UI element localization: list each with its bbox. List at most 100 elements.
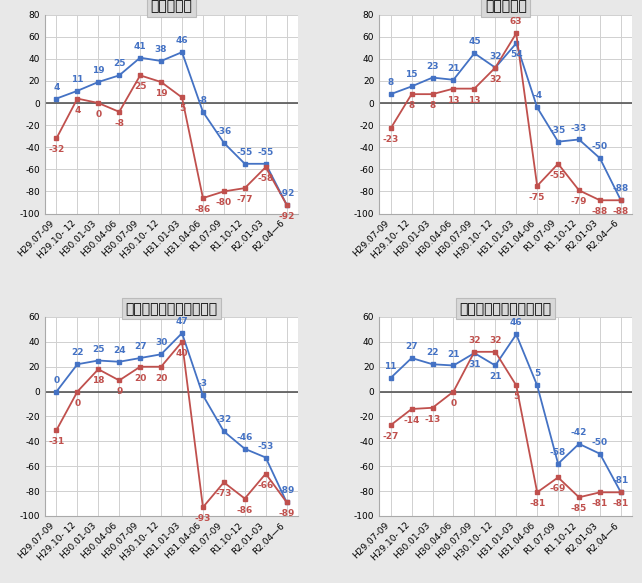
Text: -50: -50 [592, 142, 608, 152]
Text: -32: -32 [48, 145, 65, 154]
Text: 5: 5 [179, 104, 185, 114]
Text: 25: 25 [92, 345, 105, 353]
Text: -3: -3 [198, 380, 208, 388]
Text: -50: -50 [592, 438, 608, 447]
Text: -92: -92 [279, 189, 295, 198]
Text: -86: -86 [195, 205, 211, 214]
Text: 40: 40 [176, 349, 188, 358]
Text: -81: -81 [612, 476, 629, 486]
Text: 21: 21 [447, 64, 460, 73]
Text: -81: -81 [529, 499, 545, 508]
Text: -35: -35 [550, 126, 566, 135]
Text: 13: 13 [468, 96, 481, 104]
Text: 32: 32 [468, 336, 481, 345]
Text: 5: 5 [534, 370, 541, 378]
Text: 41: 41 [134, 42, 146, 51]
Text: 21: 21 [447, 350, 460, 359]
Text: 32: 32 [489, 75, 501, 83]
Text: 24: 24 [113, 346, 126, 355]
Text: 63: 63 [510, 17, 523, 26]
Text: -23: -23 [383, 135, 399, 145]
Text: -46: -46 [237, 433, 253, 442]
Text: -27: -27 [383, 432, 399, 441]
Text: -88: -88 [612, 184, 629, 194]
Text: -55: -55 [550, 171, 566, 180]
Text: -92: -92 [279, 212, 295, 220]
Text: -79: -79 [571, 197, 587, 206]
Text: 27: 27 [405, 342, 418, 351]
Title: 総受注金額: 総受注金額 [485, 0, 526, 13]
Text: 21: 21 [489, 373, 501, 381]
Text: -58: -58 [550, 448, 566, 456]
Text: 47: 47 [176, 317, 188, 326]
Text: 19: 19 [155, 89, 168, 98]
Text: -80: -80 [216, 198, 232, 208]
Text: 0: 0 [74, 399, 80, 408]
Text: 15: 15 [405, 71, 418, 79]
Text: -81: -81 [592, 499, 608, 508]
Text: -13: -13 [424, 415, 440, 424]
Text: 8: 8 [429, 101, 436, 110]
Text: 27: 27 [134, 342, 146, 351]
Text: 20: 20 [155, 374, 168, 382]
Text: 4: 4 [53, 83, 60, 92]
Text: 25: 25 [113, 59, 125, 68]
Text: 11: 11 [71, 75, 83, 84]
Text: 20: 20 [134, 374, 146, 382]
Text: -14: -14 [403, 416, 420, 425]
Text: -8: -8 [198, 96, 208, 105]
Text: 46: 46 [176, 36, 188, 45]
Text: -55: -55 [257, 148, 274, 157]
Text: -31: -31 [48, 437, 65, 446]
Text: -89: -89 [279, 486, 295, 496]
Text: 0: 0 [53, 375, 60, 385]
Text: 46: 46 [510, 318, 523, 328]
Text: 0: 0 [95, 110, 101, 119]
Text: -36: -36 [216, 127, 232, 136]
Text: 9: 9 [116, 387, 123, 396]
Text: 22: 22 [426, 348, 438, 357]
Text: 22: 22 [71, 348, 83, 357]
Text: 4: 4 [74, 106, 80, 114]
Text: -69: -69 [550, 484, 566, 493]
Text: 8: 8 [408, 101, 415, 110]
Text: 38: 38 [155, 45, 168, 54]
Text: -89: -89 [279, 509, 295, 518]
Title: 戸建て注文住宅受注戸数: 戸建て注文住宅受注戸数 [125, 302, 218, 316]
Text: 8: 8 [388, 78, 394, 87]
Text: -53: -53 [257, 441, 274, 451]
Text: -88: -88 [592, 207, 608, 216]
Text: 0: 0 [451, 399, 456, 408]
Text: 13: 13 [447, 96, 460, 104]
Text: -42: -42 [571, 428, 587, 437]
Text: 23: 23 [426, 62, 438, 71]
Text: -8: -8 [114, 119, 124, 128]
Text: -88: -88 [612, 207, 629, 216]
Text: 30: 30 [155, 338, 168, 347]
Text: -66: -66 [257, 480, 274, 490]
Text: -81: -81 [612, 499, 629, 508]
Text: 32: 32 [489, 336, 501, 345]
Title: 総受注戸数: 総受注戸数 [151, 0, 193, 13]
Text: -4: -4 [532, 92, 542, 100]
Text: -55: -55 [237, 148, 253, 157]
Title: 戸建て注文住宅受注金額: 戸建て注文住宅受注金額 [460, 302, 552, 316]
Text: -58: -58 [257, 174, 274, 183]
Text: 32: 32 [489, 52, 501, 61]
Text: -33: -33 [571, 124, 587, 132]
Text: 11: 11 [385, 362, 397, 371]
Text: 5: 5 [513, 392, 519, 401]
Text: -77: -77 [236, 195, 253, 204]
Text: -86: -86 [237, 505, 253, 515]
Text: 45: 45 [468, 37, 481, 46]
Text: 54: 54 [510, 50, 523, 59]
Text: -73: -73 [216, 489, 232, 498]
Text: 31: 31 [468, 360, 481, 369]
Text: -75: -75 [529, 193, 545, 202]
Text: -93: -93 [195, 514, 211, 523]
Text: -85: -85 [571, 504, 587, 513]
Text: -32: -32 [216, 416, 232, 424]
Text: 18: 18 [92, 376, 105, 385]
Text: 25: 25 [134, 82, 146, 92]
Text: 19: 19 [92, 66, 105, 75]
